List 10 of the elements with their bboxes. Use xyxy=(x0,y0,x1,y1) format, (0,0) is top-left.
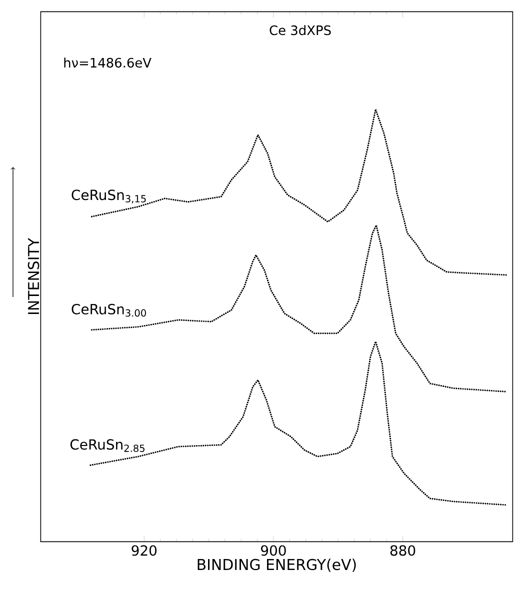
chart-title: Ce 3dXPS xyxy=(270,25,331,36)
series-label: CeRuSn$_{2.85}$ xyxy=(70,439,144,452)
series-label: CeRuSn$_{3.00}$ xyxy=(72,304,146,317)
x-tick-label: 880 xyxy=(390,545,416,556)
text: hν=1486.6eV xyxy=(64,58,152,68)
x-axis-title: BINDING ENERGY(eV) xyxy=(198,558,356,572)
y-axis-title: INTENSITY xyxy=(28,238,40,314)
x-tick-label: 900 xyxy=(261,545,286,556)
series-label: CeRuSn$_{3,15}$ xyxy=(72,190,146,204)
x-tick-label: 920 xyxy=(132,545,157,556)
